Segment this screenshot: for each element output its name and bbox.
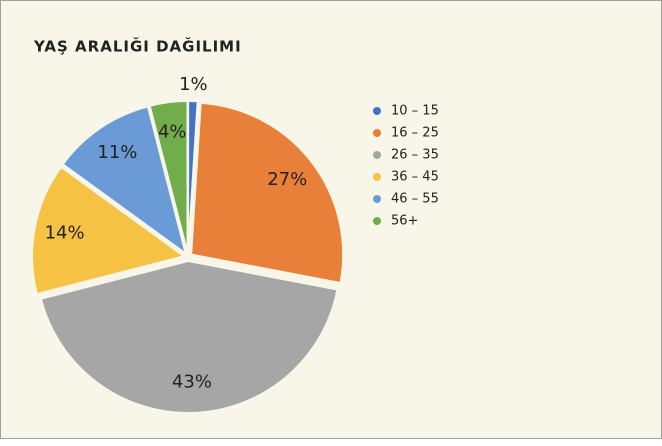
legend-marker <box>373 217 381 225</box>
pie-slice <box>148 100 189 254</box>
legend-label: 36 – 45 <box>391 170 439 185</box>
legend-label: 46 – 55 <box>391 192 439 207</box>
data-label: 43% <box>172 372 212 393</box>
legend-marker <box>373 107 381 115</box>
legend-label: 56+ <box>391 214 418 229</box>
legend-label: 10 – 15 <box>391 104 439 119</box>
legend-marker <box>373 151 381 159</box>
data-label: 4% <box>158 121 187 142</box>
pie-slice <box>31 165 187 296</box>
data-label: 14% <box>45 222 85 243</box>
legend-marker <box>373 129 381 137</box>
pie-slice <box>61 105 188 257</box>
data-label: 1% <box>179 74 208 95</box>
data-label: 11% <box>97 142 137 163</box>
data-label: 27% <box>267 169 307 190</box>
legend-label: 26 – 35 <box>391 148 439 163</box>
legend-marker <box>373 173 381 181</box>
chart-title: YAŞ ARALIĞI DAĞILIMI <box>33 37 242 56</box>
legend-marker <box>373 195 381 203</box>
pie-slice <box>190 101 345 285</box>
legend-label: 16 – 25 <box>391 126 439 141</box>
pie-slice <box>39 259 339 414</box>
